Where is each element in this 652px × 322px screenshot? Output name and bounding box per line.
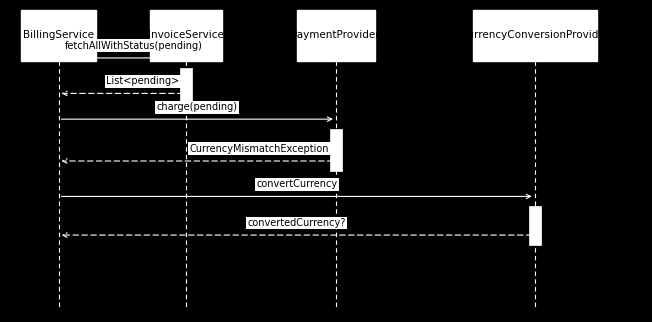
Text: BillingService: BillingService xyxy=(23,30,94,41)
Bar xyxy=(473,10,597,61)
Text: CurrencyConversionProvider: CurrencyConversionProvider xyxy=(460,30,609,41)
Text: fetchAllWithStatus(pending): fetchAllWithStatus(pending) xyxy=(65,41,203,51)
Text: charge(pending): charge(pending) xyxy=(156,102,238,112)
Text: convertCurrency: convertCurrency xyxy=(256,179,337,189)
Text: List<pending>: List<pending> xyxy=(106,76,179,86)
Bar xyxy=(330,129,342,171)
Text: convertedCurrency?: convertedCurrency? xyxy=(248,218,346,228)
Bar xyxy=(21,10,96,61)
Text: CurrencyMismatchException: CurrencyMismatchException xyxy=(190,144,329,154)
Text: PaymentProvider: PaymentProvider xyxy=(291,30,380,41)
Bar xyxy=(150,10,222,61)
Text: InvoiceService: InvoiceService xyxy=(148,30,224,41)
Bar xyxy=(297,10,375,61)
Bar xyxy=(529,206,541,245)
Bar xyxy=(180,68,192,103)
